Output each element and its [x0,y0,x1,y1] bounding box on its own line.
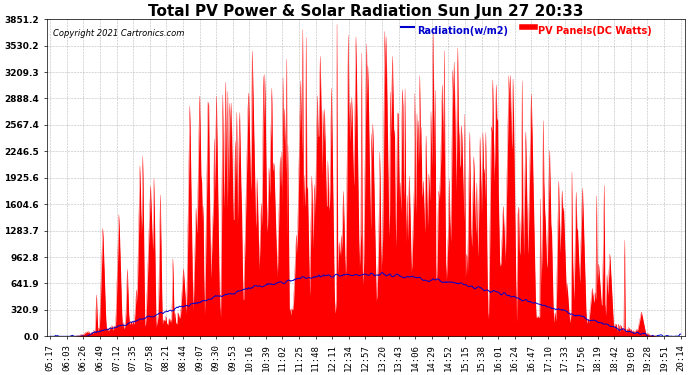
Title: Total PV Power & Solar Radiation Sun Jun 27 20:33: Total PV Power & Solar Radiation Sun Jun… [148,4,584,19]
Text: Copyright 2021 Cartronics.com: Copyright 2021 Cartronics.com [53,28,184,38]
Text: PV Panels(DC Watts): PV Panels(DC Watts) [538,26,652,36]
Text: Radiation(w/m2): Radiation(w/m2) [417,26,508,36]
